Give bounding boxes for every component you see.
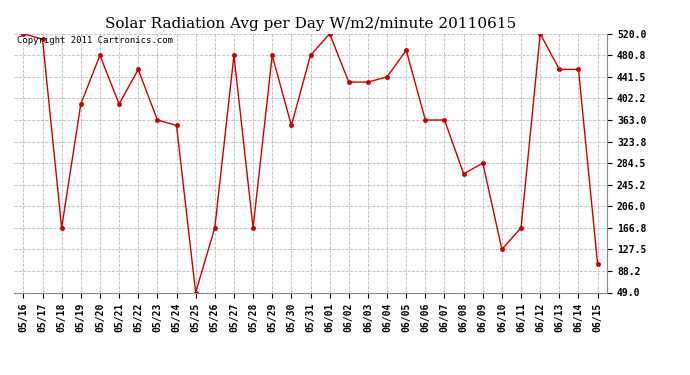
Title: Solar Radiation Avg per Day W/m2/minute 20110615: Solar Radiation Avg per Day W/m2/minute …	[105, 17, 516, 31]
Text: Copyright 2011 Cartronics.com: Copyright 2011 Cartronics.com	[17, 36, 172, 45]
